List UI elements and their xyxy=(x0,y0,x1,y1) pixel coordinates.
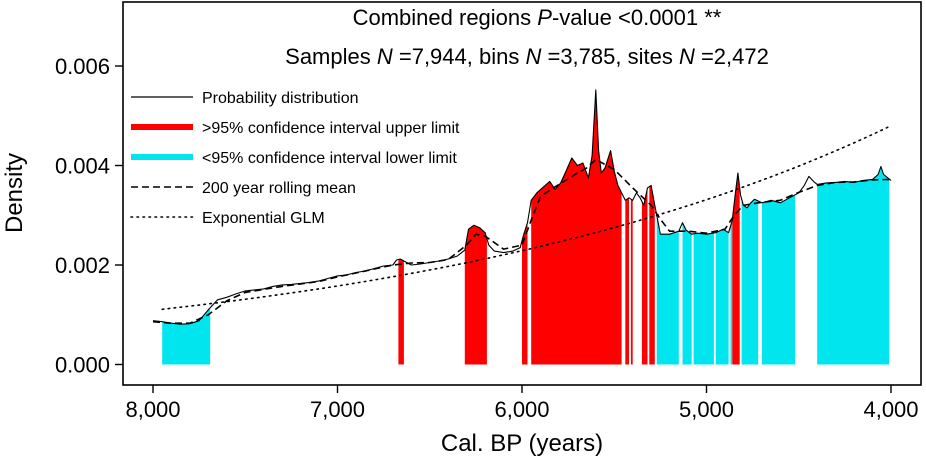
legend-label-3: 200 year rolling mean xyxy=(202,180,356,197)
x-tick-label-4: 4,000 xyxy=(863,397,918,422)
chart-title-line1: Combined regions P-value <0.0001 ** xyxy=(353,5,722,30)
y-axis: 0.000 0.002 0.004 0.006 xyxy=(55,54,123,378)
y-tick-label-0: 0.000 xyxy=(55,353,110,378)
y-tick-label-3: 0.006 xyxy=(55,54,110,79)
legend-label-1: >95% confidence interval upper limit xyxy=(202,120,460,137)
lower-ci-band-5 xyxy=(730,220,733,365)
x-axis: 8,000 7,000 6,000 5,000 4,000 xyxy=(125,385,919,422)
y-tick-label-2: 0.004 xyxy=(55,154,110,179)
chart-title-line2-part-5: N xyxy=(679,44,695,69)
y-axis-title: Density xyxy=(1,153,28,233)
upper-ci-band-0 xyxy=(398,259,404,365)
upper-ci-band-7 xyxy=(649,185,655,365)
chart-title-line2-part-6: =2,472 xyxy=(695,44,769,69)
chart-title-line2-part-3: N xyxy=(525,44,541,69)
x-axis-title: Cal. BP (years) xyxy=(441,430,603,457)
upper-ci-band-3 xyxy=(531,89,622,365)
chart-title-line2: Samples N =7,944, bins N =3,785, sites N… xyxy=(285,44,769,69)
lower-ci-band-2 xyxy=(682,222,692,365)
lower-ci-band-8 xyxy=(817,166,890,365)
chart-title-line1-prefix: Combined regions xyxy=(353,5,538,30)
lower-ci-band-4 xyxy=(715,229,729,365)
legend-label-0: Probability distribution xyxy=(202,90,359,107)
upper-ci-band-5 xyxy=(630,199,633,365)
upper-ci-band-2 xyxy=(522,222,528,365)
legend: Probability distribution >95% confidence … xyxy=(130,90,460,227)
upper-ci-band-6 xyxy=(641,187,648,365)
y-tick-label-1: 0.002 xyxy=(55,253,110,278)
upper-ci-band-8 xyxy=(732,173,740,365)
chart-title-line2-part-0: Samples xyxy=(285,44,377,69)
upper-ci-band-1 xyxy=(464,225,487,365)
legend-label-4: Exponential GLM xyxy=(202,210,325,227)
lower-ci-band-6 xyxy=(741,198,759,365)
legend-label-2: <95% confidence interval lower limit xyxy=(202,150,457,167)
lower-ci-band-3 xyxy=(693,233,714,365)
probability-distribution-line xyxy=(152,89,892,325)
x-tick-label-1: 7,000 xyxy=(310,397,365,422)
chart-title-line1-suffix: -value <0.0001 ** xyxy=(552,5,722,30)
chart-title-line2-part-4: =3,785, sites xyxy=(541,44,679,69)
x-tick-label-0: 8,000 xyxy=(125,397,180,422)
chart-title-line1-italic: P xyxy=(537,5,552,30)
chart-title-line2-part-1: N xyxy=(377,44,393,69)
x-tick-label-3: 5,000 xyxy=(679,397,734,422)
plot-content xyxy=(152,89,892,365)
x-tick-label-2: 6,000 xyxy=(494,397,549,422)
lower-ci-band-7 xyxy=(761,194,796,365)
chart-title-line2-part-2: =7,944, bins xyxy=(393,44,526,69)
upper-ci-band-4 xyxy=(625,197,629,365)
lower-ci-band-1 xyxy=(656,214,679,365)
rolling-mean-line xyxy=(152,158,892,325)
lower-ci-band-0 xyxy=(162,307,211,365)
